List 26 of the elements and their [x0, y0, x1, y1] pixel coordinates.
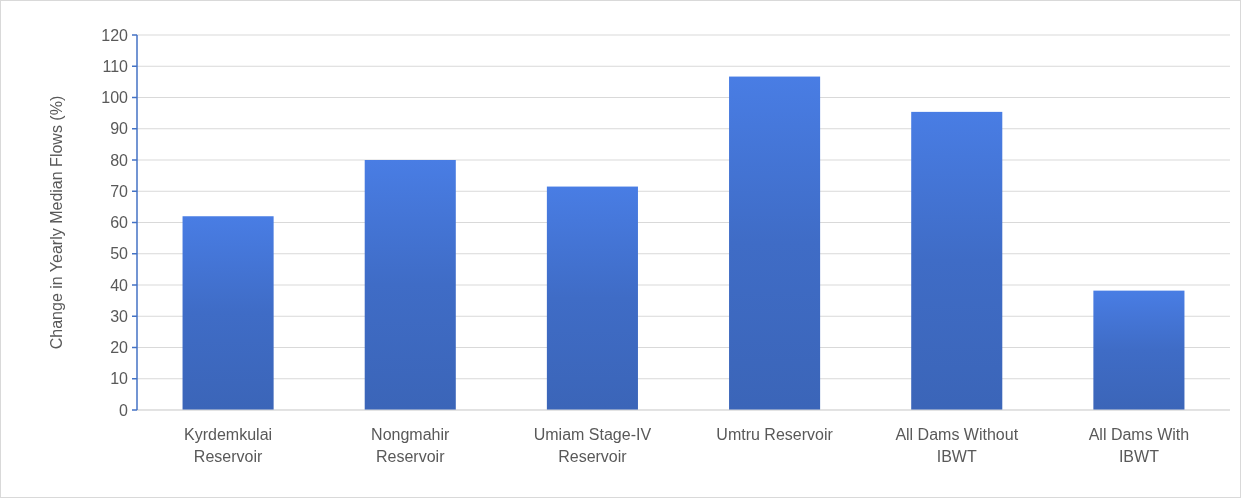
y-tick-label: 120 — [101, 26, 129, 44]
y-tick-label: 60 — [110, 214, 129, 232]
y-tick-label: 40 — [110, 276, 129, 294]
y-tick-label: 70 — [110, 182, 129, 200]
y-tick-label: 0 — [119, 401, 129, 419]
bar — [1093, 290, 1185, 410]
bar — [364, 160, 456, 410]
y-tick-label: 100 — [101, 89, 129, 107]
y-tick-label: 110 — [102, 57, 129, 75]
y-tick-label: 90 — [110, 120, 129, 138]
y-tick-label: 30 — [110, 307, 129, 325]
y-axis-title: Change in Yearly Median Flows (%) — [48, 95, 65, 350]
y-tick-label: 20 — [110, 339, 129, 357]
bar — [182, 216, 274, 410]
y-tick-label: 80 — [110, 151, 129, 169]
y-tick-label: 50 — [110, 245, 129, 263]
x-tick-label: Umtru Reservoir — [716, 426, 834, 443]
x-tick-label: Nongmahir Reservoir — [371, 426, 451, 465]
y-tick-label: 10 — [110, 370, 129, 388]
x-tick-label: Umiam Stage-IV Reservoir — [533, 426, 652, 465]
bar — [911, 111, 1003, 410]
bar — [729, 76, 821, 410]
x-tick-label: Kyrdemkulai Reservoir — [184, 426, 273, 465]
bar — [546, 186, 638, 410]
x-tick-label: All Dams Without IBWT — [895, 426, 1019, 465]
x-tick-label: All Dams With IBWT — [1088, 426, 1190, 465]
